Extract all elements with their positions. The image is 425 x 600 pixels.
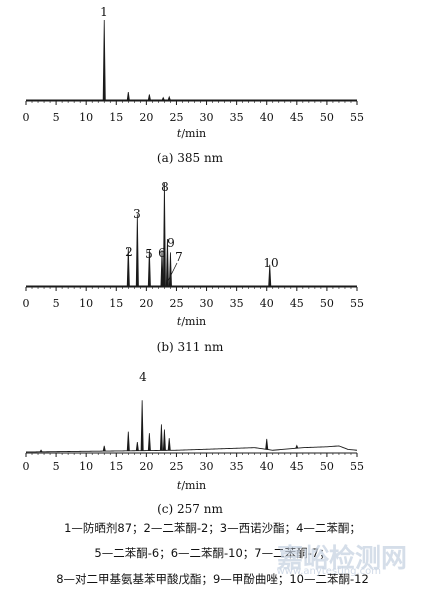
chromatogram-peak [265, 438, 269, 450]
panel-caption: (a) 385 nm [157, 151, 224, 165]
chromatogram-peak [161, 96, 165, 101]
x-tick-label: 35 [230, 460, 244, 473]
peak-label: 9 [167, 236, 175, 250]
x-tick-label: 50 [320, 297, 334, 310]
x-tick-label: 30 [200, 111, 214, 124]
x-tick-label: 40 [260, 111, 274, 124]
x-tick-label: 20 [139, 297, 153, 310]
chromatogram-peak [135, 441, 139, 451]
x-tick-label: 0 [23, 111, 30, 124]
chromatogram-peak [165, 238, 169, 287]
x-tick-label: 50 [320, 460, 334, 473]
x-tick-label: 30 [200, 297, 214, 310]
x-tick-label: 25 [169, 460, 183, 473]
x-tick-label: 10 [79, 297, 93, 310]
x-tick-label: 15 [109, 111, 123, 124]
chromatogram-peak [295, 444, 299, 449]
legend-line-3: 8—对二甲基氨基苯甲酸戊酯；9—甲酚曲唑；10—二苯酮-12 [56, 572, 369, 586]
x-tick-label: 5 [53, 460, 60, 473]
x-tick-label: 20 [139, 460, 153, 473]
x-tick-label: 30 [200, 460, 214, 473]
x-axis-label: t/min [177, 127, 206, 140]
x-tick-label: 35 [230, 111, 244, 124]
peak-label: 2 [125, 245, 133, 259]
peak-label: 6 [158, 246, 166, 260]
chart-panel-2: 0 5 10 15 20 25 30 35 40 45 50 55t/min(b) 311 nm [23, 182, 364, 354]
chromatogram-peak [159, 424, 163, 451]
peak-7-leader-line [167, 262, 178, 282]
chromatogram-peak [167, 438, 171, 451]
chromatogram-peak [162, 182, 166, 287]
x-axis-label: t/min [177, 479, 206, 492]
baseline-trace [25, 445, 358, 453]
x-tick-label: 20 [139, 111, 153, 124]
x-tick-label: 5 [53, 297, 60, 310]
chromatogram-peak [147, 94, 151, 101]
chromatogram-peak [102, 19, 106, 101]
chromatogram-peak [168, 252, 172, 287]
x-tick-label: 25 [169, 297, 183, 310]
x-tick-label: 0 [23, 297, 30, 310]
chromatogram-peak [167, 95, 171, 101]
legend-line-1: 1—防晒剂87；2—二苯酮-2；3—西诺沙酯；4—二苯酮； [64, 521, 361, 535]
peak-label: 8 [161, 180, 169, 194]
peak-label: 3 [133, 207, 141, 221]
x-tick-label: 55 [350, 297, 364, 310]
chromatogram-peak [126, 91, 130, 101]
panel-caption: (c) 257 nm [157, 502, 223, 516]
peak-label: 5 [145, 247, 153, 261]
peak-label: 7 [175, 250, 183, 264]
x-tick-label: 10 [79, 460, 93, 473]
x-tick-label: 25 [169, 111, 183, 124]
x-tick-label: 50 [320, 111, 334, 124]
x-tick-label: 15 [109, 297, 123, 310]
chromatogram-peak [126, 247, 130, 287]
chromatogram-peak [135, 214, 139, 287]
chromatogram-peak [102, 445, 106, 452]
peak-label: 10 [263, 256, 278, 270]
x-tick-label: 40 [260, 460, 274, 473]
x-tick-label: 10 [79, 111, 93, 124]
chromatogram-peak [39, 449, 43, 453]
x-tick-label: 35 [230, 297, 244, 310]
x-tick-label: 45 [290, 297, 304, 310]
panel-caption: (b) 311 nm [157, 340, 224, 354]
chromatogram-peak [160, 250, 164, 287]
watermark-logo: 嘉峪检测网 [276, 544, 407, 574]
x-axis-label: t/min [177, 315, 206, 328]
chromatogram-peak [268, 264, 272, 287]
chart-panel-3: 0 5 10 15 20 25 30 35 40 45 50 55 t/min (c) 257 nm [23, 400, 364, 516]
x-tick-label: 40 [260, 297, 274, 310]
peak-label: 1 [100, 5, 108, 19]
chromatogram-peak [140, 400, 144, 451]
chromatogram-peak [162, 429, 166, 451]
x-tick-label: 15 [109, 460, 123, 473]
x-tick-label: 55 [350, 460, 364, 473]
x-tick-label: 45 [290, 111, 304, 124]
x-tick-label: 0 [23, 460, 30, 473]
x-tick-label: 5 [53, 111, 60, 124]
peak-label: 4 [139, 370, 147, 384]
watermark-url: www.anytesting.com [276, 566, 381, 577]
chromatogram-peak [147, 433, 151, 451]
chromatogram-peak [147, 250, 151, 287]
x-tick-label: 45 [290, 460, 304, 473]
x-tick-label: 55 [350, 111, 364, 124]
chromatogram-peak [126, 431, 130, 451]
chart-panel-1: 0 5 10 15 20 25 30 35 40 45 50 55 t/min (a) 385 nm [23, 19, 364, 165]
legend-line-2: 5—二苯酮-6；6—二苯酮-10；7—二苯酮-7； [94, 546, 331, 560]
